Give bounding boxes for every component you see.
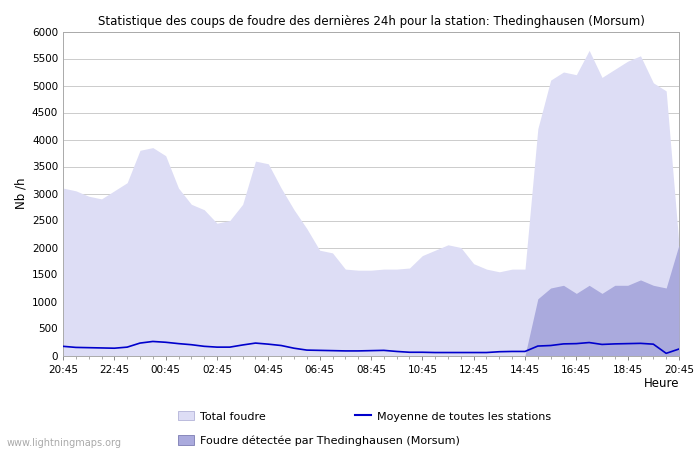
Y-axis label: Nb /h: Nb /h (15, 178, 28, 209)
Text: Heure: Heure (643, 377, 679, 390)
Title: Statistique des coups de foudre des dernières 24h pour la station: Thedinghausen: Statistique des coups de foudre des dern… (97, 14, 645, 27)
Legend: Foudre détectée par Thedinghausen (Morsum): Foudre détectée par Thedinghausen (Morsu… (174, 431, 464, 450)
Text: www.lightningmaps.org: www.lightningmaps.org (7, 438, 122, 448)
